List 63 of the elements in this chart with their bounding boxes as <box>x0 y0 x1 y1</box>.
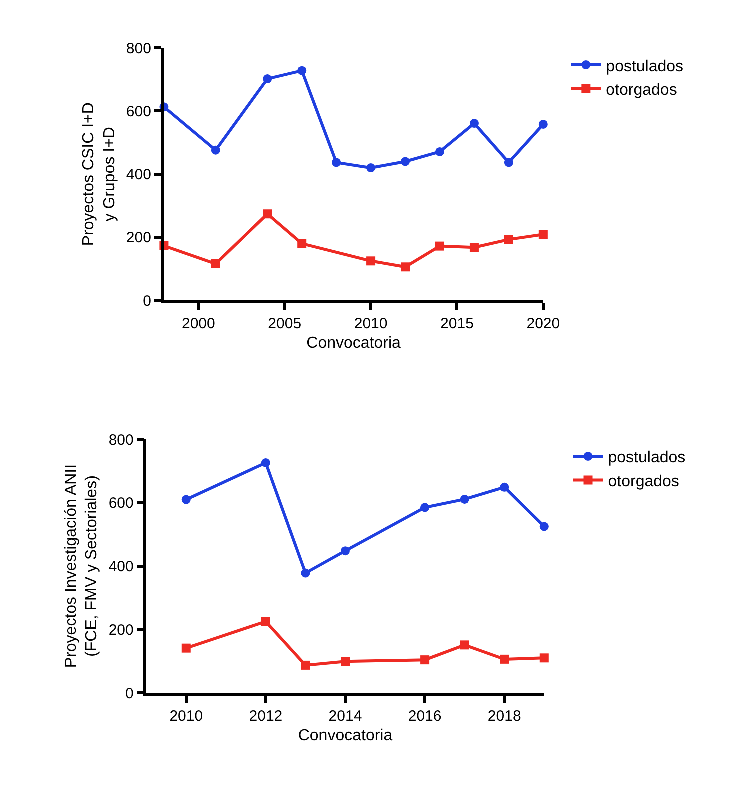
point <box>435 242 444 251</box>
x-tick-label: 2005 <box>268 315 302 332</box>
x-axis-title: Convocatoria <box>298 727 393 744</box>
point <box>263 210 272 219</box>
point <box>460 640 470 650</box>
point <box>538 230 548 240</box>
point <box>420 656 430 665</box>
point <box>211 146 220 155</box>
point <box>504 158 514 168</box>
y-tick-label: 200 <box>108 622 134 639</box>
point <box>366 256 376 266</box>
point <box>261 458 270 468</box>
point <box>470 243 479 252</box>
y-tick-label: 0 <box>126 685 134 702</box>
point <box>340 657 350 666</box>
y-tick-label: 800 <box>108 432 134 449</box>
y-tick-label: 400 <box>108 558 134 576</box>
y-tick-label: 800 <box>126 40 152 58</box>
point <box>538 120 548 129</box>
y-axis-title: Proyectos Investigación ANII (FCE, FMV y Sectoriales) <box>62 464 101 668</box>
legend-label: postulados <box>608 450 686 467</box>
point <box>332 158 342 168</box>
x-tick-label: 2018 <box>488 708 522 725</box>
point <box>435 147 444 156</box>
y-tick-label: 0 <box>143 292 152 310</box>
point <box>504 235 514 244</box>
legend-label: postulados <box>606 58 684 76</box>
point <box>460 494 470 504</box>
y-tick-label: 400 <box>126 166 152 184</box>
point <box>301 568 310 578</box>
legend-label: otorgados <box>608 474 680 490</box>
x-tick-label: 2010 <box>170 708 204 725</box>
x-tick-label: 2000 <box>182 315 216 332</box>
x-tick-label: 2012 <box>249 708 283 725</box>
x-tick-label: 2015 <box>440 315 474 332</box>
x-axis-title: Convocatoria <box>306 335 402 352</box>
point <box>182 644 191 653</box>
point <box>298 66 307 76</box>
point <box>500 482 510 492</box>
legend-label: otorgados <box>606 82 678 100</box>
point <box>182 495 191 504</box>
point <box>500 654 510 664</box>
x-tick-label: 2016 <box>408 708 442 725</box>
point <box>366 164 376 173</box>
point <box>341 546 350 556</box>
x-tick-label: 2010 <box>354 315 388 332</box>
point <box>211 259 220 268</box>
point <box>301 660 310 670</box>
y-tick-label: 600 <box>108 495 134 512</box>
y-tick-label: 600 <box>126 103 152 120</box>
y-axis-title: Proyectos CSIC I+D y Grupos I+D <box>80 102 118 246</box>
point <box>470 119 479 128</box>
point <box>540 522 549 532</box>
point <box>298 239 307 248</box>
point <box>263 74 272 84</box>
point <box>401 262 410 272</box>
point <box>261 617 270 626</box>
x-tick-label: 2020 <box>526 315 560 332</box>
x-tick-label: 2014 <box>328 708 362 725</box>
point <box>420 503 430 512</box>
y-tick-label: 200 <box>126 230 152 247</box>
point <box>401 157 410 166</box>
point <box>540 654 549 663</box>
